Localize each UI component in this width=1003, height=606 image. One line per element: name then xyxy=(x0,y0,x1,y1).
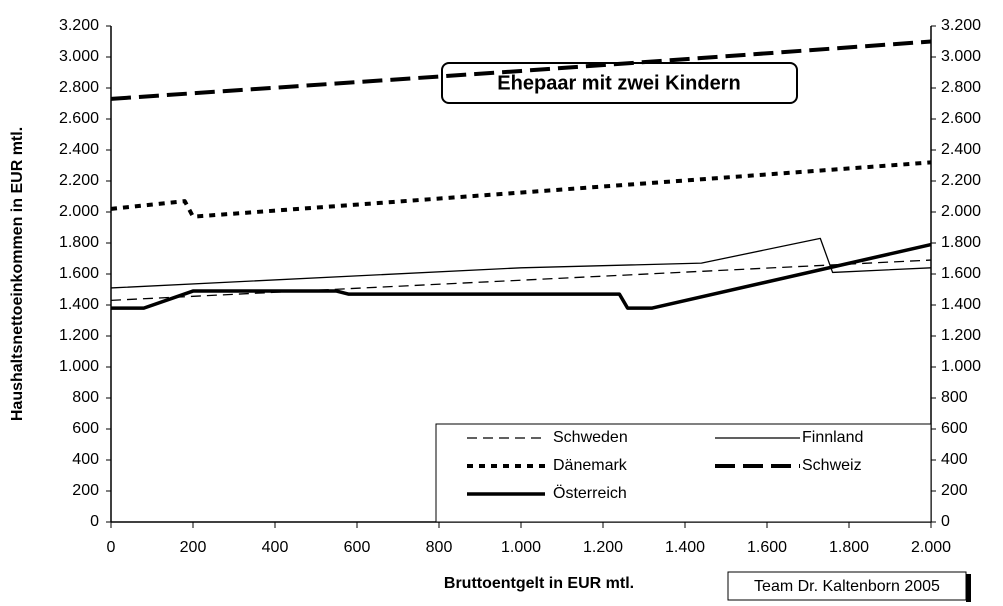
x-tick-label: 1.400 xyxy=(665,539,705,556)
x-tick-label: 1.800 xyxy=(829,539,869,556)
y-tick-label: 3.000 xyxy=(59,48,99,65)
y-tick-label: 2.600 xyxy=(59,110,99,127)
y2-tick-label: 2.800 xyxy=(941,79,981,96)
y2-tick-label: 2.200 xyxy=(941,172,981,189)
y2-tick-label: 400 xyxy=(941,451,968,468)
y-tick-label: 2.400 xyxy=(59,141,99,158)
y-tick-label: 1.400 xyxy=(59,296,99,313)
annotation: Team Dr. Kaltenborn 2005 xyxy=(754,578,940,595)
y2-tick-label: 200 xyxy=(941,482,968,499)
x-tick-label: 800 xyxy=(426,539,453,556)
series-line xyxy=(111,242,932,310)
y-tick-label: 600 xyxy=(72,420,99,437)
y-tick-label: 200 xyxy=(72,482,99,499)
legend-label: Schweden xyxy=(553,429,628,446)
x-tick-label: 200 xyxy=(180,539,207,556)
series-line xyxy=(110,39,932,101)
series-line xyxy=(110,259,932,301)
y-tick-label: 2.800 xyxy=(59,79,99,96)
y-tick-label: 3.200 xyxy=(59,17,99,34)
footer-shadow xyxy=(966,574,971,602)
y2-tick-label: 600 xyxy=(941,420,968,437)
legend-label: Schweiz xyxy=(802,457,862,474)
y2-tick-label: 2.400 xyxy=(941,141,981,158)
x-tick-label: 600 xyxy=(344,539,371,556)
y2-tick-label: 0 xyxy=(941,513,950,530)
y-tick-label: 800 xyxy=(72,389,99,406)
x-tick-label: 2.000 xyxy=(911,539,951,556)
y-tick-label: 1.800 xyxy=(59,234,99,251)
legend xyxy=(435,423,932,523)
y2-tick-label: 1.600 xyxy=(941,265,981,282)
legend-label: Finnland xyxy=(802,429,863,446)
footer-box xyxy=(727,571,967,601)
y-tick-label: 1.600 xyxy=(59,265,99,282)
y-axis-label: Haushaltsnettoeinkommen in EUR mtl. xyxy=(9,127,26,421)
y-tick-label: 0 xyxy=(90,513,99,530)
x-tick-label: 400 xyxy=(262,539,289,556)
y-tick-label: 1.200 xyxy=(59,327,99,344)
y2-tick-label: 2.000 xyxy=(941,203,981,220)
y2-tick-label: 2.600 xyxy=(941,110,981,127)
x-axis-label: Bruttoentgelt in EUR mtl. xyxy=(444,575,634,592)
y2-tick-label: 1.000 xyxy=(941,358,981,375)
y2-tick-label: 3.000 xyxy=(941,48,981,65)
x-tick-label: 0 xyxy=(107,539,116,556)
y2-tick-label: 3.200 xyxy=(941,17,981,34)
y-tick-label: 2.000 xyxy=(59,203,99,220)
x-tick-label: 1.000 xyxy=(501,539,541,556)
x-tick-label: 1.600 xyxy=(747,539,787,556)
legend-label: Österreich xyxy=(553,484,627,502)
y2-tick-label: 1.400 xyxy=(941,296,981,313)
y-tick-label: 1.000 xyxy=(59,358,99,375)
x-tick-label: 1.200 xyxy=(583,539,623,556)
y-tick-label: 400 xyxy=(72,451,99,468)
legend-label: Dänemark xyxy=(553,457,628,474)
y2-tick-label: 1.200 xyxy=(941,327,981,344)
annotation: Ehepaar mit zwei Kindern xyxy=(497,72,740,94)
y-tick-label: 2.200 xyxy=(59,172,99,189)
y2-tick-label: 1.800 xyxy=(941,234,981,251)
y2-tick-label: 800 xyxy=(941,389,968,406)
series-line xyxy=(110,237,932,289)
series-line xyxy=(110,160,932,219)
